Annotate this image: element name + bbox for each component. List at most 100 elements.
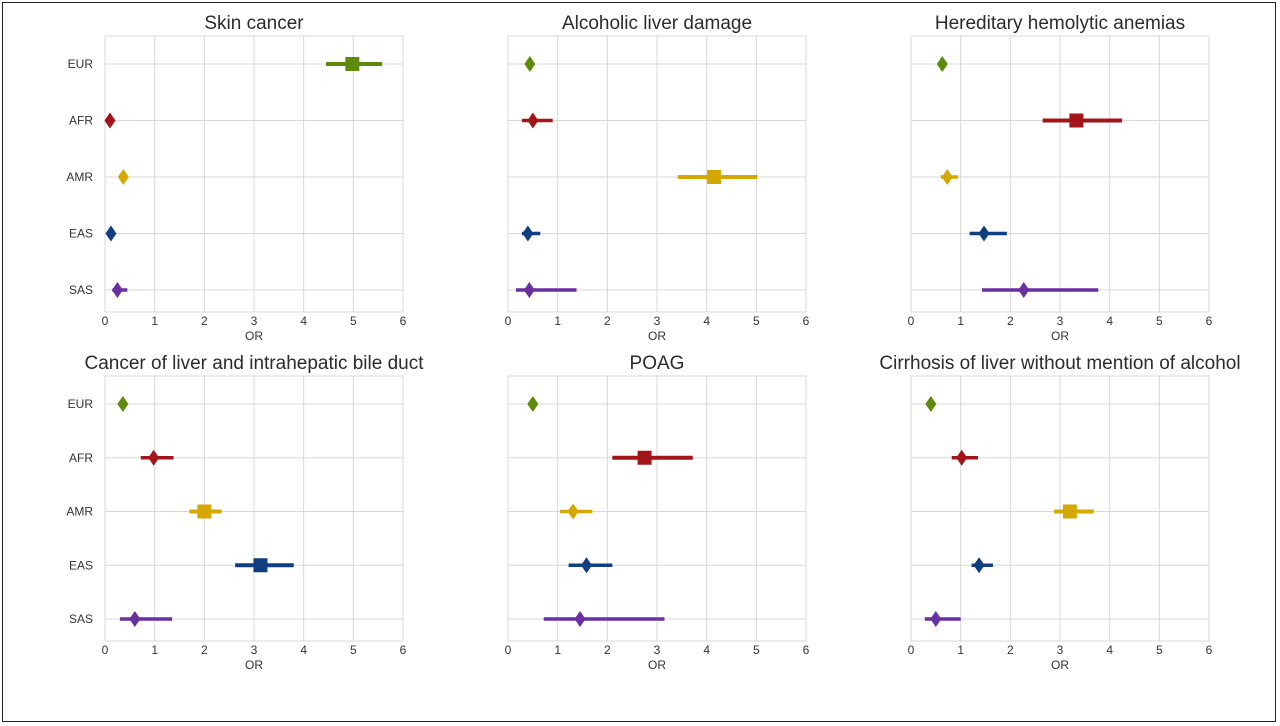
- x-tick-label: 0: [908, 314, 915, 328]
- y-tick-label: AMR: [66, 170, 93, 184]
- x-tick-label: 1: [554, 314, 561, 328]
- x-tick-label: 3: [654, 314, 661, 328]
- x-tick-label: 6: [1206, 643, 1213, 657]
- x-tick-label: 2: [604, 314, 611, 328]
- x-axis-label: OR: [1051, 658, 1069, 672]
- x-tick-label: 0: [505, 643, 512, 657]
- point-marker-sas: [930, 611, 942, 627]
- point-marker-eas: [522, 225, 534, 242]
- point-marker-afr: [527, 112, 539, 129]
- point-marker-amr: [707, 170, 722, 184]
- x-tick-label: 3: [1057, 643, 1064, 657]
- x-tick-label: 1: [554, 643, 561, 657]
- x-tick-label: 5: [1156, 643, 1163, 657]
- point-marker-amr: [567, 503, 579, 520]
- y-tick-label: AFR: [69, 114, 93, 128]
- y-tick-label: SAS: [69, 612, 93, 626]
- y-tick-label: EAS: [69, 558, 93, 572]
- x-tick-label: 3: [654, 643, 661, 657]
- x-tick-label: 6: [803, 314, 810, 328]
- x-tick-label: 2: [604, 643, 611, 657]
- y-tick-label: EAS: [69, 227, 93, 241]
- x-tick-label: 4: [300, 643, 307, 657]
- x-tick-label: 4: [703, 314, 710, 328]
- point-marker-sas: [1018, 282, 1030, 298]
- x-tick-label: 6: [400, 314, 407, 328]
- x-tick-label: 1: [151, 643, 158, 657]
- x-tick-label: 3: [1057, 314, 1064, 328]
- x-tick-label: 1: [957, 314, 964, 328]
- point-marker-eur: [524, 56, 536, 72]
- x-tick-label: 5: [753, 643, 760, 657]
- point-marker-afr: [104, 112, 116, 129]
- x-tick-label: 5: [350, 314, 357, 328]
- panel-1: 0 1 2 3 4 5 6 EUR AFR AMR EAS SAS Skin cancer OR: [66, 13, 406, 343]
- x-axis-label: OR: [648, 329, 666, 343]
- x-tick-label: 4: [1106, 643, 1113, 657]
- x-tick-label: 1: [151, 314, 158, 328]
- point-marker-eas: [973, 557, 985, 574]
- x-tick-label: 2: [201, 643, 208, 657]
- y-tick-label: SAS: [69, 283, 93, 297]
- y-tick-label: EUR: [68, 397, 94, 411]
- y-tick-label: EUR: [68, 57, 94, 71]
- point-marker-eas: [253, 558, 268, 573]
- x-tick-label: 4: [703, 643, 710, 657]
- point-marker-eur: [117, 396, 129, 412]
- point-marker-sas: [129, 611, 141, 627]
- y-tick-label: AMR: [66, 505, 93, 519]
- x-axis-label: OR: [648, 658, 666, 672]
- panel-6: 0 1 2 3 4 5 6 Cirrhosis of liver without mentio…: [879, 353, 1240, 672]
- point-marker-eas: [105, 225, 117, 242]
- point-marker-eur: [345, 57, 360, 71]
- x-tick-label: 6: [803, 643, 810, 657]
- x-tick-label: 5: [1156, 314, 1163, 328]
- point-marker-eas: [978, 225, 990, 242]
- panel-5: 0 1 2 3 4 5 6 POAG OR: [505, 353, 810, 672]
- x-axis-label: OR: [245, 329, 263, 343]
- x-tick-label: 3: [251, 314, 258, 328]
- point-marker-eur: [936, 56, 948, 72]
- point-marker-amr: [117, 169, 129, 185]
- chart-title: Hereditary hemolytic anemias: [935, 13, 1185, 34]
- y-tick-label: AFR: [69, 451, 93, 465]
- chart-title: Alcoholic liver damage: [562, 13, 752, 34]
- chart-title: Skin cancer: [204, 13, 304, 34]
- x-tick-label: 3: [251, 643, 258, 657]
- point-marker-afr: [956, 449, 968, 466]
- panel-3: 0 1 2 3 4 5 6 Hereditary hemolytic anemias OR: [908, 13, 1213, 343]
- point-marker-eur: [925, 396, 937, 412]
- chart-title: Cirrhosis of liver without mention of al…: [879, 353, 1240, 374]
- chart-title: Cancer of liver and intrahepatic bile du…: [84, 353, 424, 374]
- point-marker-amr: [1062, 504, 1077, 519]
- point-marker-eur: [527, 396, 539, 412]
- point-marker-afr: [1069, 113, 1084, 128]
- x-tick-label: 0: [102, 314, 109, 328]
- point-marker-afr: [148, 449, 160, 466]
- x-tick-label: 4: [1106, 314, 1113, 328]
- x-tick-label: 0: [102, 643, 109, 657]
- x-tick-label: 2: [1007, 643, 1014, 657]
- point-marker-sas: [111, 282, 123, 298]
- panel-4: 0 1 2 3 4 5 6 EUR AFR AMR EAS SAS Cancer of liver an…: [66, 353, 424, 672]
- x-tick-label: 6: [400, 643, 407, 657]
- x-axis-label: OR: [1051, 329, 1069, 343]
- point-marker-sas: [574, 611, 586, 627]
- x-tick-label: 0: [908, 643, 915, 657]
- x-axis-label: OR: [245, 658, 263, 672]
- x-tick-label: 5: [350, 643, 357, 657]
- chart-title: POAG: [630, 353, 685, 374]
- x-tick-label: 0: [505, 314, 512, 328]
- x-tick-label: 1: [957, 643, 964, 657]
- point-marker-eas: [580, 557, 592, 574]
- x-tick-label: 4: [300, 314, 307, 328]
- panel-2: 0 1 2 3 4 5 6 Alcoholic liver damage OR: [505, 13, 810, 343]
- x-tick-label: 2: [201, 314, 208, 328]
- point-marker-sas: [523, 282, 535, 298]
- point-marker-amr: [941, 169, 953, 185]
- point-marker-amr: [197, 504, 212, 519]
- x-tick-label: 5: [753, 314, 760, 328]
- point-marker-afr: [637, 450, 652, 465]
- x-tick-label: 2: [1007, 314, 1014, 328]
